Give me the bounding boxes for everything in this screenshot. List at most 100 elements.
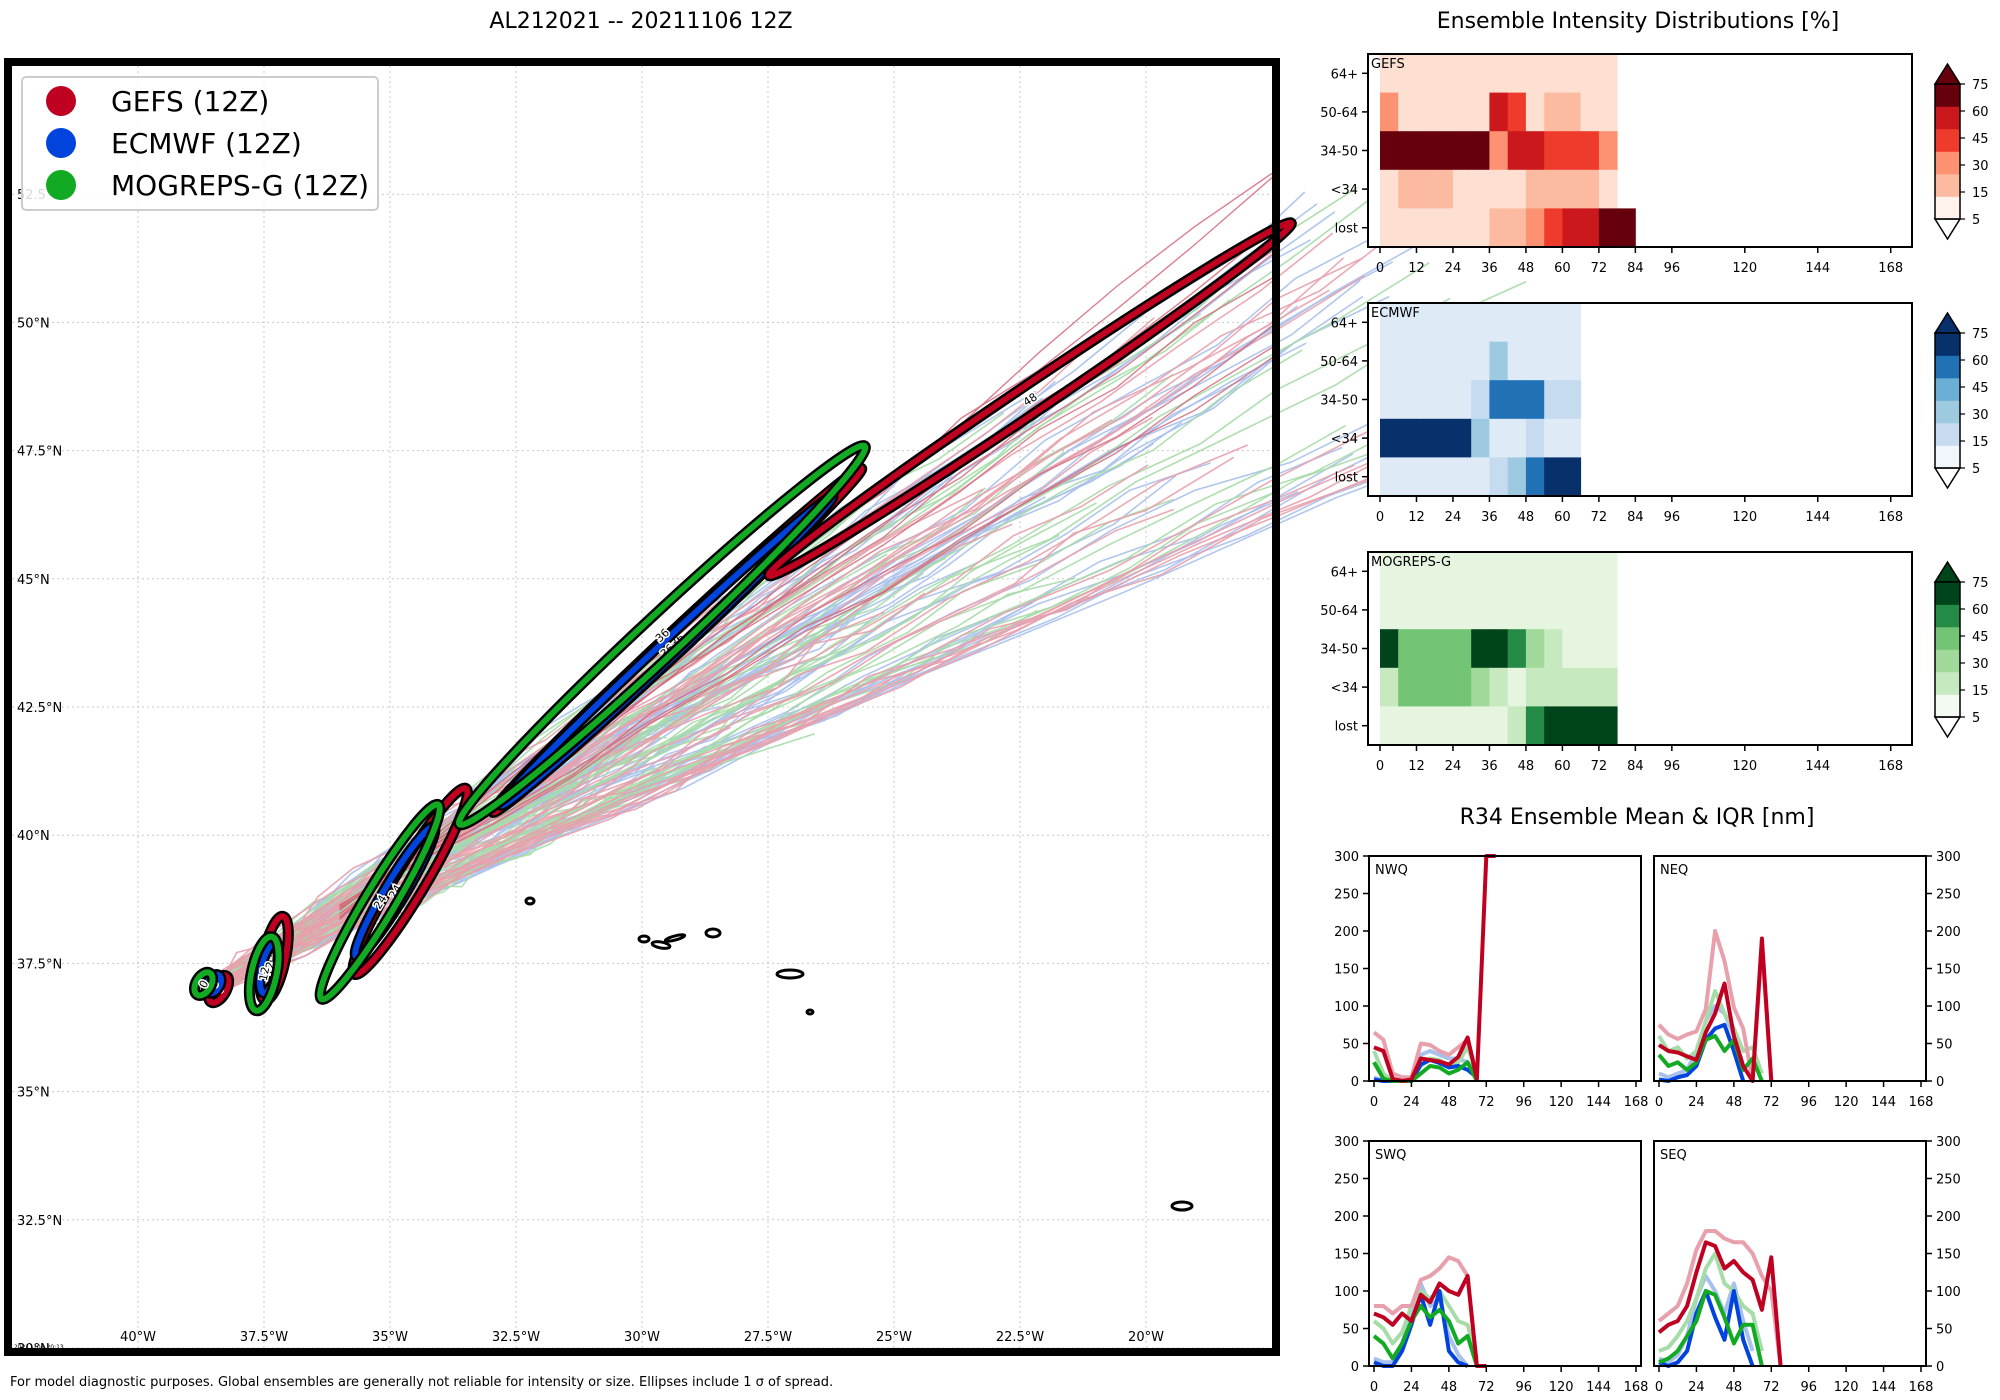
heatmap-cell (1525, 131, 1545, 171)
r34-xtick-label: 168 (1624, 1380, 1649, 1395)
island (637, 934, 651, 944)
heatmap-cell (1544, 169, 1563, 209)
heatmap-cell (1416, 131, 1436, 171)
heatmap-xtick-label: 60 (1554, 510, 1571, 525)
heatmap-cell (1598, 131, 1618, 171)
r34-xtick-label: 48 (1726, 1380, 1743, 1395)
r34-xtick-label: 144 (1871, 1095, 1896, 1110)
r34-xtick-label: 120 (1549, 1095, 1574, 1110)
heatmap-xtick-label: 168 (1878, 261, 1903, 276)
r34-panel-label: NEQ (1660, 863, 1688, 878)
heatmap-cell (1453, 169, 1472, 209)
heatmap-cell (1416, 590, 1436, 630)
timestamp: 20211106 20:13 (14, 1344, 64, 1351)
heatmap-cell (1562, 706, 1582, 746)
colorbar-tick-label: 45 (1972, 630, 1989, 645)
heatmap-cell (1525, 380, 1545, 420)
heatmap-cell (1434, 380, 1454, 420)
footnote: For model diagnostic purposes. Global en… (10, 1375, 833, 1390)
colorbar-tick-label: 60 (1972, 603, 1989, 618)
main-title: AL212021 -- 20211106 12Z (489, 9, 792, 34)
heatmap-mogreps-g: 64+ 50-64 34-50 <34 lost MOGREPS-G 0 12 24 36 48 60… (1320, 551, 1989, 774)
heatmap-cell (1380, 341, 1399, 381)
map-legend: GEFS (12Z) ECMWF (12Z) MOGREPS-G (12Z) (21, 76, 379, 211)
r34-ytick-label: 300 (1334, 850, 1359, 865)
heatmap-cell (1453, 131, 1472, 171)
r34-xtick-label: 0 (1370, 1095, 1378, 1110)
heatmap-cell (1453, 341, 1472, 381)
heatmap-cell (1544, 457, 1563, 497)
heatmap-cell (1562, 169, 1582, 209)
heatmap-row-label: 50-64 (1320, 106, 1358, 121)
map-xtick-label: 30°W (624, 1330, 660, 1345)
heatmap-cell (1416, 552, 1436, 592)
heatmap-cell (1471, 303, 1490, 343)
r34-ytick-label: 100 (1936, 1000, 1961, 1015)
heatmap-cell (1471, 208, 1490, 248)
colorbar-tick-label: 45 (1972, 381, 1989, 396)
r34-gefs-mean-line (1657, 1240, 1783, 1367)
map-ytick-label: 40°N (17, 829, 50, 844)
r34-ytick-label: 50 (1342, 1038, 1359, 1053)
heatmap-xtick-label: 120 (1732, 261, 1757, 276)
r34-ytick-label: 0 (1351, 1360, 1359, 1375)
heatmap-cell (1434, 169, 1454, 209)
heatmap-cell (1471, 629, 1490, 669)
heatmap-cell (1580, 706, 1600, 746)
colorbar-tick-label: 75 (1972, 78, 1989, 93)
heatmap-cell (1617, 208, 1636, 248)
heatmap-gefs: 64+ 50-64 34-50 <34 lost GEFS 0 12 24 36 48 60 72 84 9… (1320, 53, 1989, 276)
heatmap-cell (1489, 380, 1509, 420)
heatmap-cell (1507, 131, 1527, 171)
heatmap-cell (1398, 706, 1417, 746)
heatmap-cell (1471, 706, 1490, 746)
r34-mogreps-iqr-line (1657, 989, 1764, 1075)
island (1170, 1200, 1194, 1212)
heatmap-cell (1544, 590, 1563, 630)
heatmap-cell (1471, 92, 1490, 132)
heatmap-cell (1507, 629, 1527, 669)
heatmap-cell (1398, 92, 1417, 132)
island (524, 896, 536, 906)
r34-xtick-label: 0 (1655, 1380, 1663, 1395)
heatmap-cell (1453, 552, 1472, 592)
heatmap-cell (1544, 706, 1563, 746)
r34-xtick-label: 96 (1515, 1380, 1532, 1395)
heatmap-xtick-label: 72 (1591, 510, 1608, 525)
r34-ytick-label: 250 (1936, 888, 1961, 903)
r34-xtick-label: 96 (1515, 1095, 1532, 1110)
colorbar-mogreps-g: 5 15 30 45 60 75 (1933, 560, 1989, 739)
legend-box (21, 76, 379, 211)
map-xtick-label: 37.5°W (240, 1330, 288, 1345)
r34-xtick-label: 72 (1763, 1380, 1780, 1395)
heatmap-cell (1434, 457, 1454, 497)
map-xtick-label: 20°W (1128, 1330, 1164, 1345)
heatmap-cell (1562, 457, 1582, 497)
r34-ytick-label: 50 (1936, 1323, 1953, 1338)
heatmap-cell (1544, 208, 1563, 248)
r34-xtick-label: 144 (1586, 1380, 1611, 1395)
heatmap-cell (1453, 208, 1472, 248)
colorbar-tick-label: 75 (1972, 576, 1989, 591)
heatmap-cell (1398, 131, 1417, 171)
heatmap-xtick-label: 84 (1627, 261, 1644, 276)
map-xtick-label: 27.5°W (744, 1330, 792, 1345)
heatmap-cell (1507, 380, 1527, 420)
heatmap-cell (1525, 457, 1545, 497)
heatmap-cell (1489, 131, 1509, 171)
intensity-title: Ensemble Intensity Distributions [%] (1437, 9, 1840, 34)
heatmap-frame (1367, 551, 1913, 746)
heatmap-xtick-label: 24 (1445, 759, 1462, 774)
legend-label-ecmwf: ECMWF (12Z) (111, 127, 302, 160)
heatmap-cell (1489, 590, 1509, 630)
colorbar-gefs: 5 15 30 45 60 75 (1933, 62, 1989, 241)
heatmap-cell (1525, 590, 1545, 630)
r34-ytick-label: 50 (1342, 1323, 1359, 1338)
heatmap-cell (1398, 418, 1417, 458)
heatmap-row-label: 34-50 (1320, 643, 1358, 658)
heatmap-cell (1471, 552, 1490, 592)
heatmap-cell (1489, 303, 1509, 343)
heatmap-cell (1598, 169, 1618, 209)
heatmap-row-label: 34-50 (1320, 145, 1358, 160)
